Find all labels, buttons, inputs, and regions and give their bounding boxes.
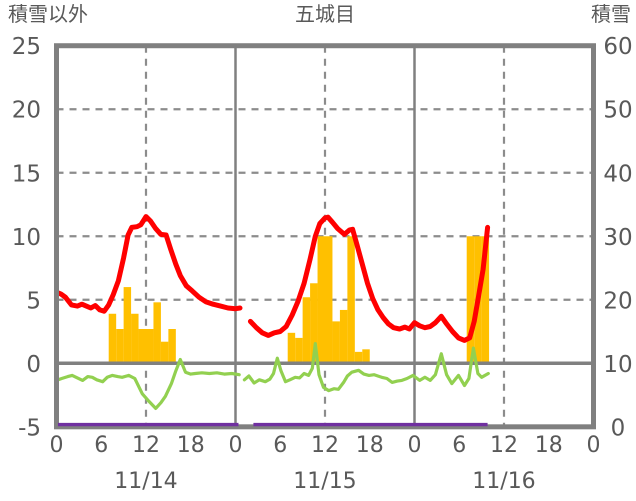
right-axis-tick-label: 30 xyxy=(603,225,632,251)
right-axis-tick-label: 60 xyxy=(603,34,632,60)
precip-bar xyxy=(123,287,132,364)
green-data-line xyxy=(54,357,241,410)
right-axis-tick-label: 40 xyxy=(603,161,632,187)
green-data-line xyxy=(242,342,490,393)
red-data-line xyxy=(54,214,243,314)
precip-bar xyxy=(310,283,318,364)
x-axis-date-label: 11/15 xyxy=(293,469,356,494)
x-axis-hour-label: 12 xyxy=(311,433,339,458)
x-axis-hour-label: 12 xyxy=(490,433,518,458)
precip-bar xyxy=(481,236,490,364)
x-axis-hour-label: 0 xyxy=(586,433,600,458)
precip-bar xyxy=(153,302,161,364)
precip-bar xyxy=(347,236,355,364)
x-axis-hour-label: 0 xyxy=(50,433,64,458)
precip-bar xyxy=(145,329,154,364)
precip-bar xyxy=(354,351,363,364)
left-axis-tick-label: 20 xyxy=(12,98,41,124)
right-axis-title: 積雪 xyxy=(591,2,631,26)
precip-bar xyxy=(116,329,124,364)
precip-bar xyxy=(466,236,475,364)
precip-bar xyxy=(108,313,117,364)
x-axis-hour-label: 18 xyxy=(177,433,205,458)
left-axis-tick-label: 0 xyxy=(26,352,41,378)
precip-bar xyxy=(324,236,333,364)
x-axis-hour-label: 0 xyxy=(228,433,242,458)
precip-bar xyxy=(131,313,139,364)
x-axis-hour-label: 12 xyxy=(132,433,160,458)
x-axis-date-label: 11/16 xyxy=(472,469,535,494)
precip-bar xyxy=(362,349,370,364)
precip-bar xyxy=(295,337,303,364)
precip-bar xyxy=(168,329,176,364)
left-axis-tick-label: 15 xyxy=(12,161,41,187)
plot-border xyxy=(54,43,596,430)
x-axis-hour-label: 6 xyxy=(94,433,108,458)
right-axis-tick-label: 50 xyxy=(603,98,632,124)
right-axis-tick-label: 0 xyxy=(611,415,626,441)
x-axis-hour-label: 6 xyxy=(452,433,466,458)
precip-bar xyxy=(332,321,340,364)
left-axis-title: 積雪以外 xyxy=(8,2,88,26)
precip-bar xyxy=(317,236,325,364)
left-axis-tick-label: 25 xyxy=(12,34,41,60)
right-axis-tick-label: 10 xyxy=(603,352,632,378)
precip-bar xyxy=(339,309,348,364)
precip-bar xyxy=(302,297,311,364)
x-axis-hour-label: 6 xyxy=(273,433,287,458)
x-axis-hour-label: 18 xyxy=(356,433,384,458)
left-axis-tick-label: -5 xyxy=(18,415,41,441)
x-axis-date-label: 11/14 xyxy=(114,469,177,494)
right-axis-tick-label: 20 xyxy=(603,288,632,314)
left-axis-tick-label: 5 xyxy=(26,288,41,314)
precip-bar xyxy=(287,332,296,364)
left-axis-tick-label: 10 xyxy=(12,225,41,251)
red-data-line xyxy=(247,214,491,343)
precip-bar xyxy=(138,329,146,364)
chart-title: 五城目 xyxy=(295,2,355,26)
x-axis-hour-label: 0 xyxy=(407,433,421,458)
precip-bar xyxy=(160,341,169,364)
x-axis-hour-label: 18 xyxy=(535,433,563,458)
